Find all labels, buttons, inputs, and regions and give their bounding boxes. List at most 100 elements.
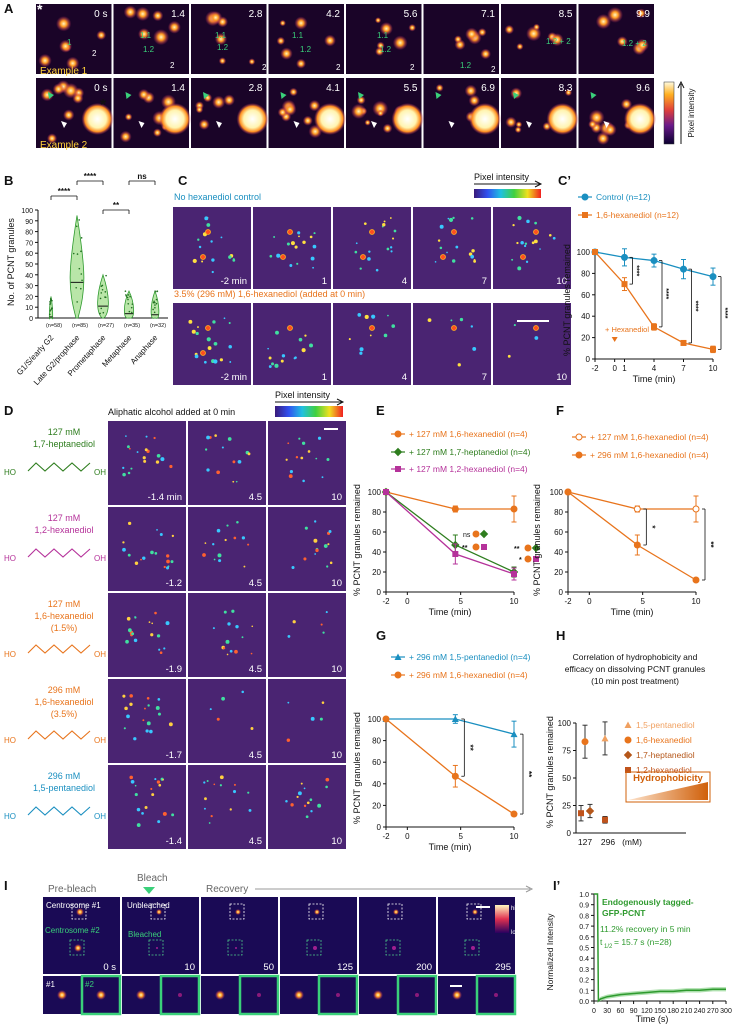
granule-spot (294, 245, 298, 249)
granule-spot (348, 338, 351, 341)
violin-point (99, 312, 101, 315)
granule-spot (389, 246, 393, 249)
granule-spot (66, 56, 80, 70)
granule-spot (148, 621, 151, 624)
granule-spot (216, 470, 220, 475)
granule-spot (155, 460, 160, 464)
arrow-down-icon (611, 337, 618, 342)
granule-spot (248, 808, 252, 812)
granule-spot (520, 240, 524, 245)
time-label: 7 (482, 372, 487, 383)
granule-spot (154, 778, 157, 781)
n-label: (n=35) (124, 323, 140, 329)
x-tick-label: 5 (458, 832, 463, 841)
granule-spot (216, 528, 221, 533)
granule-spot (150, 550, 154, 555)
centrosome-spot (471, 946, 475, 950)
data-point (578, 810, 584, 817)
granule-spot (454, 35, 463, 44)
violin-shape (97, 273, 109, 319)
granule-spot (158, 648, 161, 651)
panel-label-a: A (4, 1, 14, 16)
granule-spot (195, 331, 199, 336)
data-point (472, 543, 480, 551)
granule-spot (504, 24, 515, 35)
image-tile (188, 507, 266, 591)
data-point (621, 253, 628, 261)
granule-spot (302, 240, 306, 245)
granule-label: 1.1 (215, 31, 227, 40)
image-tile (108, 507, 186, 591)
colorbar-low-label: low (511, 930, 521, 936)
panel-label-g: G (376, 628, 386, 643)
y-tick-label: 40 (372, 780, 381, 789)
image-tile (493, 207, 571, 289)
granule-spot (511, 258, 514, 261)
y-tick-label: 60 (25, 251, 33, 258)
data-point (564, 488, 572, 496)
time-label: 125 (337, 962, 353, 973)
granule-spot (552, 236, 556, 240)
granule-spot (151, 622, 154, 625)
granule-spot (636, 8, 647, 19)
granule-spot (166, 554, 170, 558)
granule-spot (38, 53, 52, 68)
granule-spot (269, 254, 273, 258)
granule-spot (510, 87, 523, 100)
granule-spot (375, 46, 385, 56)
violin-point (80, 237, 83, 239)
granule-spot (369, 229, 375, 235)
granule-spot (408, 23, 416, 32)
granule-spot (129, 694, 133, 698)
granule-spot (211, 258, 215, 262)
granule-spot (286, 242, 290, 246)
granule-spot (520, 254, 526, 260)
legend-label: + 296 mM 1,6-hexanediol (n=4) (409, 670, 528, 680)
granule-spot (232, 480, 235, 483)
granule-spot (327, 543, 330, 546)
granule-spot (167, 20, 181, 34)
y-tick-label: 0.2 (579, 978, 589, 985)
y-tick-label: 100 (368, 715, 382, 724)
time-label: 6.9 (481, 83, 495, 94)
granule-spot (130, 467, 133, 470)
granule-spot (354, 250, 358, 254)
granule-spot (145, 729, 149, 733)
arrow-icon (677, 80, 685, 144)
legend-label: Control (n=12) (596, 192, 651, 202)
significance-label: ** (524, 771, 533, 778)
legend-label: 1,7-heptanediol (636, 750, 695, 760)
granule-spot (159, 651, 163, 655)
image-tile (173, 303, 251, 385)
granule-spot (533, 239, 538, 244)
y-tick-label: 20 (25, 294, 33, 301)
granule-spot (513, 324, 516, 327)
granule-spot (157, 712, 161, 716)
granule-spot (151, 793, 155, 797)
y-tick-label: 20 (554, 568, 563, 577)
thalf-value-label: = 15.7 s (n=28) (614, 937, 672, 947)
granule-spot (124, 113, 133, 121)
y-tick-label: 0 (377, 823, 382, 832)
granule-spot (203, 360, 207, 364)
data-point (383, 489, 389, 495)
time-label: -2 min (221, 276, 247, 287)
data-point (524, 544, 532, 552)
violin-point (128, 310, 131, 313)
violin-point (156, 290, 158, 293)
granule-spot (392, 35, 408, 51)
granule-spot (123, 727, 126, 730)
granule-spot (157, 698, 161, 701)
data-point (531, 543, 541, 553)
granule-spot (156, 529, 158, 531)
granule-spot (171, 534, 175, 538)
y-tick-label: 0.7 (579, 924, 589, 931)
data-point (624, 736, 632, 744)
y-tick-label: 100 (368, 488, 382, 497)
granule-spot (212, 627, 215, 630)
time-label: 4.5 (249, 664, 262, 675)
granule-spot (534, 221, 537, 225)
n-label: (n=27) (98, 323, 114, 329)
granule-spot (218, 559, 222, 563)
granule-spot (213, 359, 218, 364)
